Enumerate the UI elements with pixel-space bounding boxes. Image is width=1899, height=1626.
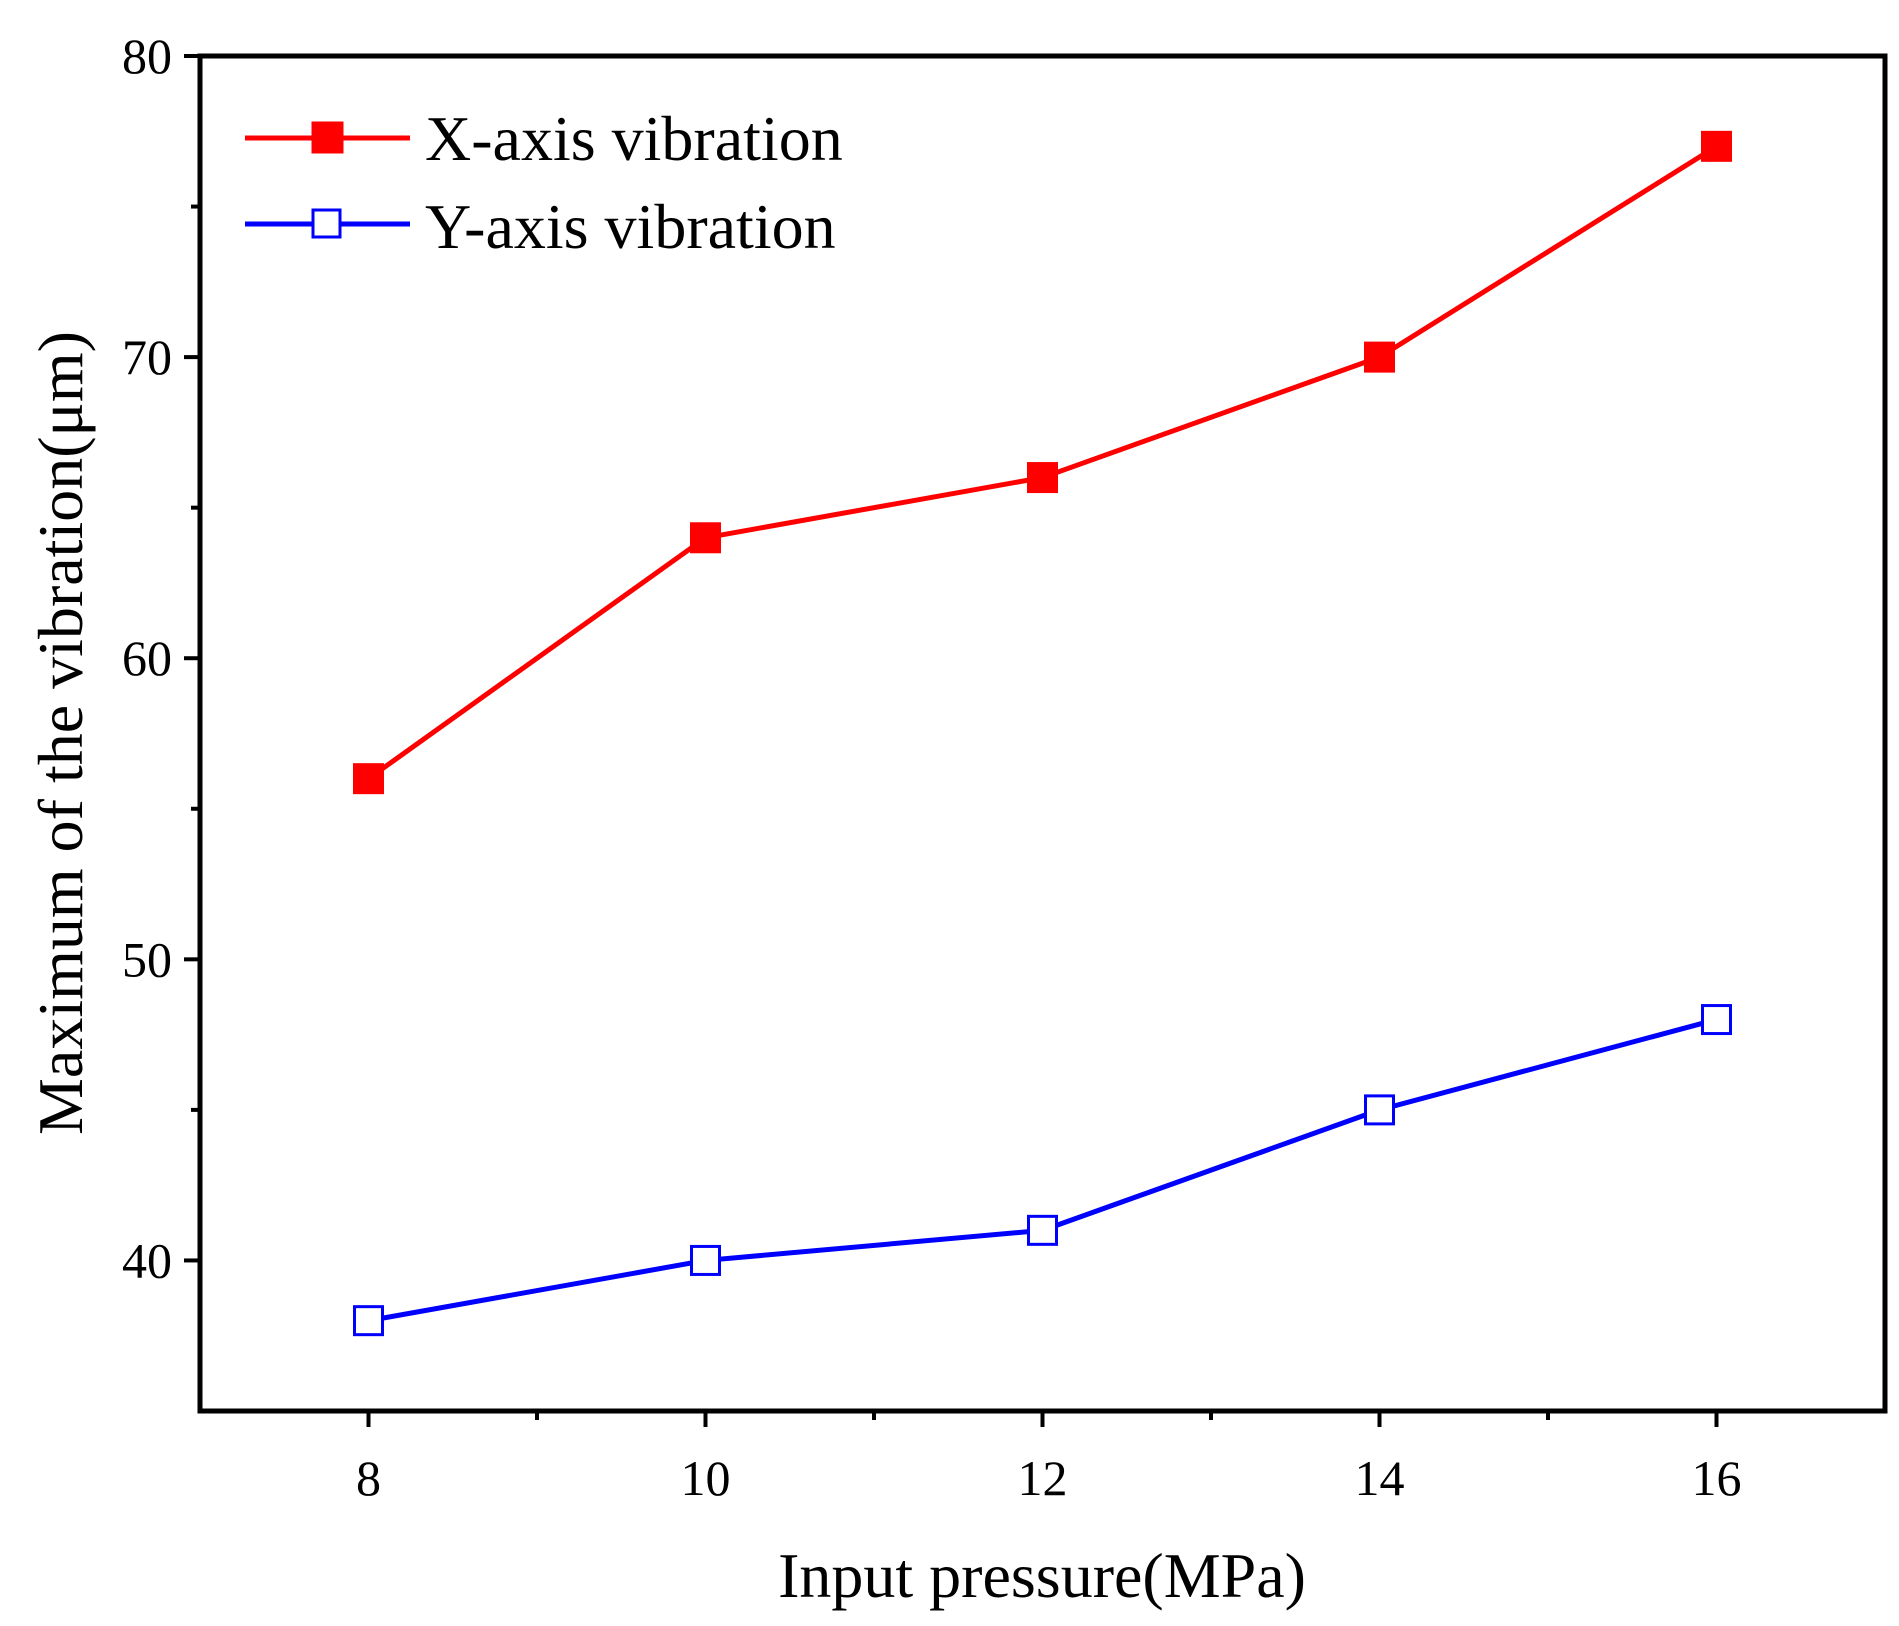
axis-ticks: 8 10 12 14 16 40 50 60 70 80 bbox=[122, 28, 1742, 1506]
data-point-x-axis-vibration bbox=[1027, 462, 1058, 494]
legend: X-axis vibration Y-axis vibration bbox=[245, 103, 843, 262]
y-axis-title: Maximum of the vibration(μm) bbox=[25, 331, 96, 1135]
data-point-x-axis-vibration bbox=[353, 763, 384, 795]
x-tick-label: 8 bbox=[356, 1450, 381, 1506]
y-tick-label: 60 bbox=[122, 630, 172, 686]
x-tick-label: 14 bbox=[1355, 1450, 1405, 1506]
legend-marker-y-axis bbox=[311, 208, 342, 239]
x-tick-label: 16 bbox=[1692, 1450, 1742, 1506]
data-point-y-axis-vibration bbox=[353, 1305, 384, 1337]
data-point-y-axis-vibration bbox=[1027, 1214, 1058, 1246]
y-tick-label: 40 bbox=[122, 1232, 172, 1288]
data-point-y-axis-vibration bbox=[690, 1244, 721, 1276]
y-tick-label: 50 bbox=[122, 931, 172, 987]
legend-marker-x-axis bbox=[311, 121, 344, 154]
legend-label-y-axis: Y-axis vibration bbox=[425, 191, 836, 262]
legend-label-x-axis: X-axis vibration bbox=[425, 103, 843, 174]
data-point-x-axis-vibration bbox=[1701, 130, 1732, 162]
data-point-x-axis-vibration bbox=[1364, 341, 1395, 373]
x-tick-label: 10 bbox=[681, 1450, 731, 1506]
x-axis-title: Input pressure(MPa) bbox=[778, 1540, 1306, 1611]
data-point-x-axis-vibration bbox=[690, 522, 721, 554]
y-tick-label: 80 bbox=[122, 28, 172, 84]
x-tick-label: 12 bbox=[1018, 1450, 1068, 1506]
series-layer bbox=[353, 130, 1732, 1337]
data-point-y-axis-vibration bbox=[1701, 1004, 1732, 1036]
y-tick-label: 70 bbox=[122, 329, 172, 385]
data-point-y-axis-vibration bbox=[1364, 1094, 1395, 1126]
